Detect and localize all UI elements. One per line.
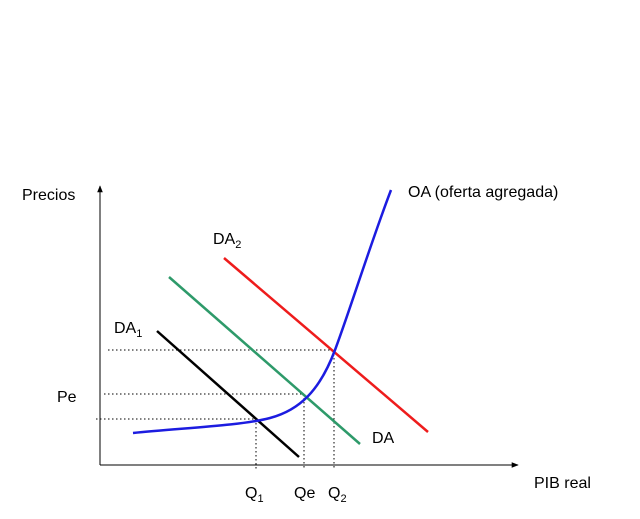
da1-label: DA1	[114, 320, 142, 340]
q2-label-main: Q	[328, 485, 340, 502]
oa-label: OA (oferta agregada)	[408, 184, 558, 201]
da1-label-sub: 1	[136, 328, 142, 340]
da-curve	[168, 276, 361, 445]
q1-label-main: Q	[245, 485, 257, 502]
q1-label: Q1	[245, 485, 264, 505]
price-label-pe: Pe	[57, 389, 77, 406]
da2-label-main: DA	[213, 231, 236, 248]
guide-lines	[96, 349, 335, 470]
x-axis-label: PIB real	[534, 475, 591, 492]
q2-label-sub: 2	[340, 493, 346, 505]
da2-label-sub: 2	[235, 239, 241, 251]
oa-curve	[132, 189, 393, 435]
da1-curve	[156, 330, 300, 458]
y-axis-label: Precios	[22, 187, 75, 204]
da2-curve	[223, 257, 429, 433]
da2-label: DA2	[213, 231, 241, 251]
qe-label: Qe	[294, 485, 315, 502]
da1-label-main: DA	[114, 320, 137, 337]
q1-label-sub: 1	[257, 493, 263, 505]
da-label: DA	[372, 430, 395, 447]
q2-label: Q2	[328, 485, 347, 505]
